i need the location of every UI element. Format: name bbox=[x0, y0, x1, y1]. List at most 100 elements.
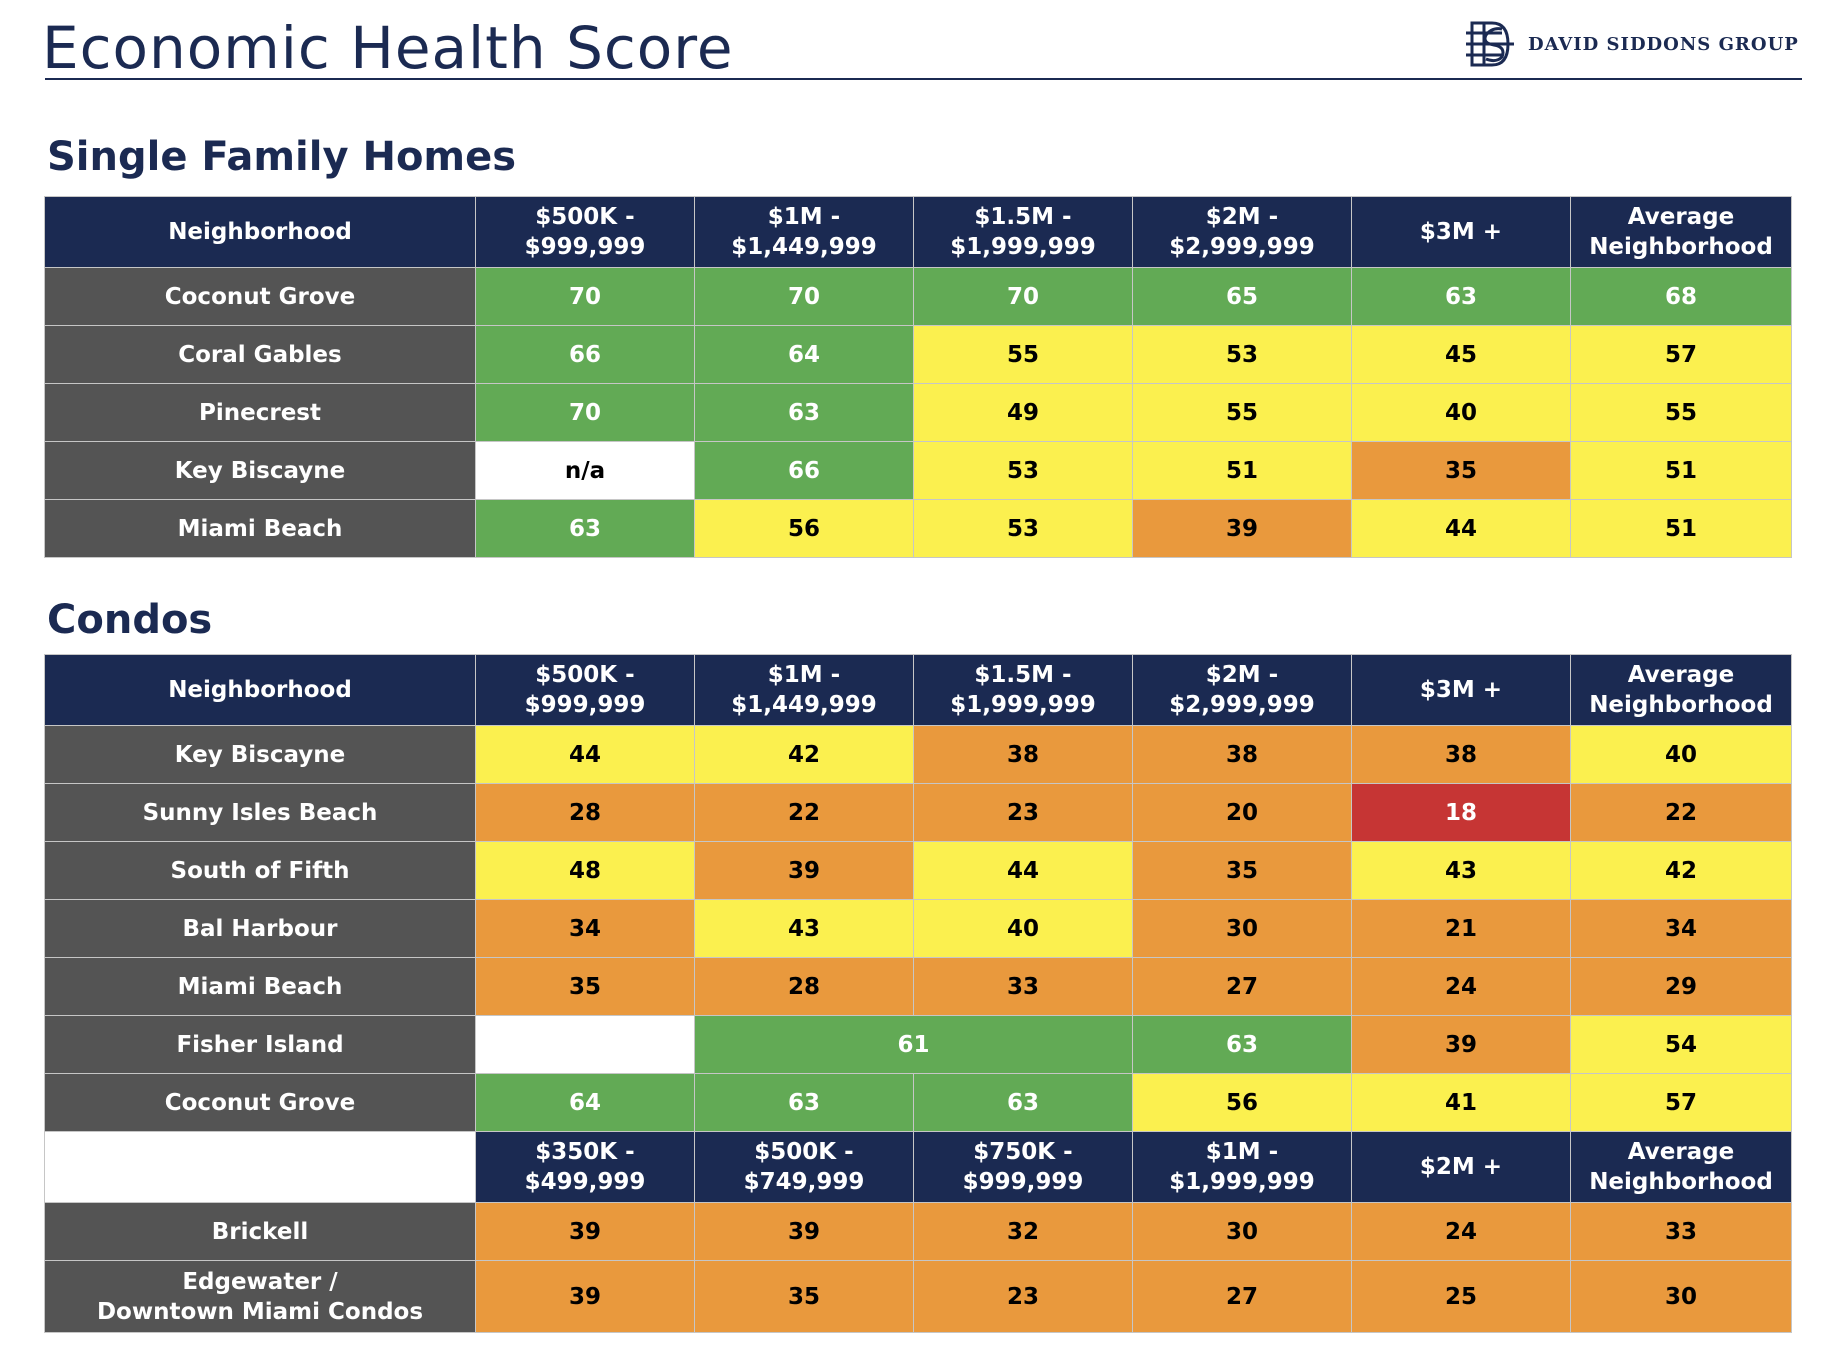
score-cell: 63 bbox=[913, 1073, 1133, 1132]
score-cell: 22 bbox=[1570, 783, 1792, 842]
single-family-table: Neighborhood $500K - $999,999 $1M - $1,449… bbox=[44, 196, 1792, 558]
score-cell: 42 bbox=[694, 725, 914, 784]
column-header: Neighborhood bbox=[44, 196, 476, 268]
score-cell: 56 bbox=[1132, 1073, 1352, 1132]
score-cell: 35 bbox=[1132, 841, 1352, 900]
score-cell: 57 bbox=[1570, 1073, 1792, 1132]
neighborhood-cell: Coconut Grove bbox=[44, 267, 476, 326]
score-cell: 40 bbox=[913, 899, 1133, 958]
score-cell: 63 bbox=[694, 1073, 914, 1132]
score-cell: 35 bbox=[475, 957, 695, 1016]
score-cell: 43 bbox=[1351, 841, 1571, 900]
score-cell: 28 bbox=[475, 783, 695, 842]
column-header: $500K - $999,999 bbox=[475, 654, 695, 726]
brand: DAVID SIDDONS GROUP bbox=[1462, 18, 1799, 70]
score-cell: 34 bbox=[1570, 899, 1792, 958]
column-header: $1.5M - $1,999,999 bbox=[913, 196, 1133, 268]
score-cell: 63 bbox=[1351, 267, 1571, 326]
neighborhood-cell: Key Biscayne bbox=[44, 725, 476, 784]
column-header: $2M - $2,999,999 bbox=[1132, 196, 1352, 268]
table-header-row: Neighborhood $500K - $999,999 $1M - $1,449… bbox=[44, 654, 1792, 726]
title-divider bbox=[45, 78, 1802, 80]
score-cell: 24 bbox=[1351, 957, 1571, 1016]
section-title-condos: Condos bbox=[47, 597, 213, 643]
score-cell: 40 bbox=[1351, 383, 1571, 442]
column-header: $1M - $1,449,999 bbox=[694, 654, 914, 726]
score-cell: 70 bbox=[694, 267, 914, 326]
column-header: $350K - $499,999 bbox=[475, 1131, 695, 1203]
score-cell: 38 bbox=[1351, 725, 1571, 784]
score-cell: 51 bbox=[1570, 499, 1792, 558]
score-cell: n/a bbox=[475, 441, 695, 500]
score-cell: 65 bbox=[1132, 267, 1352, 326]
table-row: Miami Beach 35 28 33 27 24 29 bbox=[44, 957, 1792, 1016]
score-cell: 27 bbox=[1132, 957, 1352, 1016]
score-cell: 40 bbox=[1570, 725, 1792, 784]
neighborhood-cell: Fisher Island bbox=[44, 1015, 476, 1074]
score-cell: 38 bbox=[913, 725, 1133, 784]
table-header-row: Neighborhood $500K - $999,999 $1M - $1,449… bbox=[44, 196, 1792, 268]
score-cell: 27 bbox=[1132, 1260, 1352, 1333]
column-header: $1M - $1,999,999 bbox=[1132, 1131, 1352, 1203]
neighborhood-cell: Edgewater / Downtown Miami Condos bbox=[44, 1260, 476, 1333]
column-header: $750K - $999,999 bbox=[913, 1131, 1133, 1203]
column-header: $3M + bbox=[1351, 654, 1571, 726]
score-cell: 30 bbox=[1570, 1260, 1792, 1333]
score-cell: 24 bbox=[1351, 1202, 1571, 1261]
score-cell: 44 bbox=[913, 841, 1133, 900]
score-cell: 39 bbox=[1132, 499, 1352, 558]
neighborhood-cell: Brickell bbox=[44, 1202, 476, 1261]
table-row: Key Biscayne 44 42 38 38 38 40 bbox=[44, 725, 1792, 784]
score-cell: 35 bbox=[694, 1260, 914, 1333]
column-header: Average Neighborhood bbox=[1570, 1131, 1792, 1203]
neighborhood-cell: Key Biscayne bbox=[44, 441, 476, 500]
score-cell: 20 bbox=[1132, 783, 1352, 842]
score-cell: 29 bbox=[1570, 957, 1792, 1016]
neighborhood-cell: Bal Harbour bbox=[44, 899, 476, 958]
column-header: Average Neighborhood bbox=[1570, 196, 1792, 268]
neighborhood-cell: Miami Beach bbox=[44, 499, 476, 558]
score-cell: 53 bbox=[913, 499, 1133, 558]
column-header: Neighborhood bbox=[44, 654, 476, 726]
score-cell: 25 bbox=[1351, 1260, 1571, 1333]
score-cell: 53 bbox=[913, 441, 1133, 500]
score-cell: 66 bbox=[694, 441, 914, 500]
score-cell: 44 bbox=[475, 725, 695, 784]
score-cell: 44 bbox=[1351, 499, 1571, 558]
score-cell: 55 bbox=[1132, 383, 1352, 442]
score-cell: 70 bbox=[475, 267, 695, 326]
column-header: $2M + bbox=[1351, 1131, 1571, 1203]
table-row: South of Fifth 48 39 44 35 43 42 bbox=[44, 841, 1792, 900]
score-cell: 43 bbox=[694, 899, 914, 958]
score-cell: 57 bbox=[1570, 325, 1792, 384]
score-cell: 64 bbox=[475, 1073, 695, 1132]
score-cell: 64 bbox=[694, 325, 914, 384]
score-cell: 63 bbox=[475, 499, 695, 558]
table-row: Fisher Island 61 63 39 54 bbox=[44, 1015, 1792, 1074]
score-cell: 56 bbox=[694, 499, 914, 558]
neighborhood-cell: Coral Gables bbox=[44, 325, 476, 384]
table-row: Miami Beach 63 56 53 39 44 51 bbox=[44, 499, 1792, 558]
table-row: Key Biscayne n/a 66 53 51 35 51 bbox=[44, 441, 1792, 500]
score-cell: 23 bbox=[913, 783, 1133, 842]
table-row: Pinecrest 70 63 49 55 40 55 bbox=[44, 383, 1792, 442]
score-cell: 32 bbox=[913, 1202, 1133, 1261]
blank-header-cell bbox=[44, 1131, 476, 1203]
score-cell: 68 bbox=[1570, 267, 1792, 326]
score-cell: 51 bbox=[1570, 441, 1792, 500]
score-cell: 41 bbox=[1351, 1073, 1571, 1132]
condos-table: Neighborhood $500K - $999,999 $1M - $1,449… bbox=[44, 654, 1792, 1333]
score-cell bbox=[475, 1015, 695, 1074]
table-row: Sunny Isles Beach 28 22 23 20 18 22 bbox=[44, 783, 1792, 842]
score-cell: 33 bbox=[1570, 1202, 1792, 1261]
column-header: Average Neighborhood bbox=[1570, 654, 1792, 726]
table-row: Coral Gables 66 64 55 53 45 57 bbox=[44, 325, 1792, 384]
neighborhood-cell: Sunny Isles Beach bbox=[44, 783, 476, 842]
table-row: Bal Harbour 34 43 40 30 21 34 bbox=[44, 899, 1792, 958]
brand-name: DAVID SIDDONS GROUP bbox=[1528, 33, 1799, 55]
score-cell: 70 bbox=[913, 267, 1133, 326]
table-row: Coconut Grove 70 70 70 65 63 68 bbox=[44, 267, 1792, 326]
column-header: $2M - $2,999,999 bbox=[1132, 654, 1352, 726]
neighborhood-cell: Coconut Grove bbox=[44, 1073, 476, 1132]
column-header: $1M - $1,449,999 bbox=[694, 196, 914, 268]
